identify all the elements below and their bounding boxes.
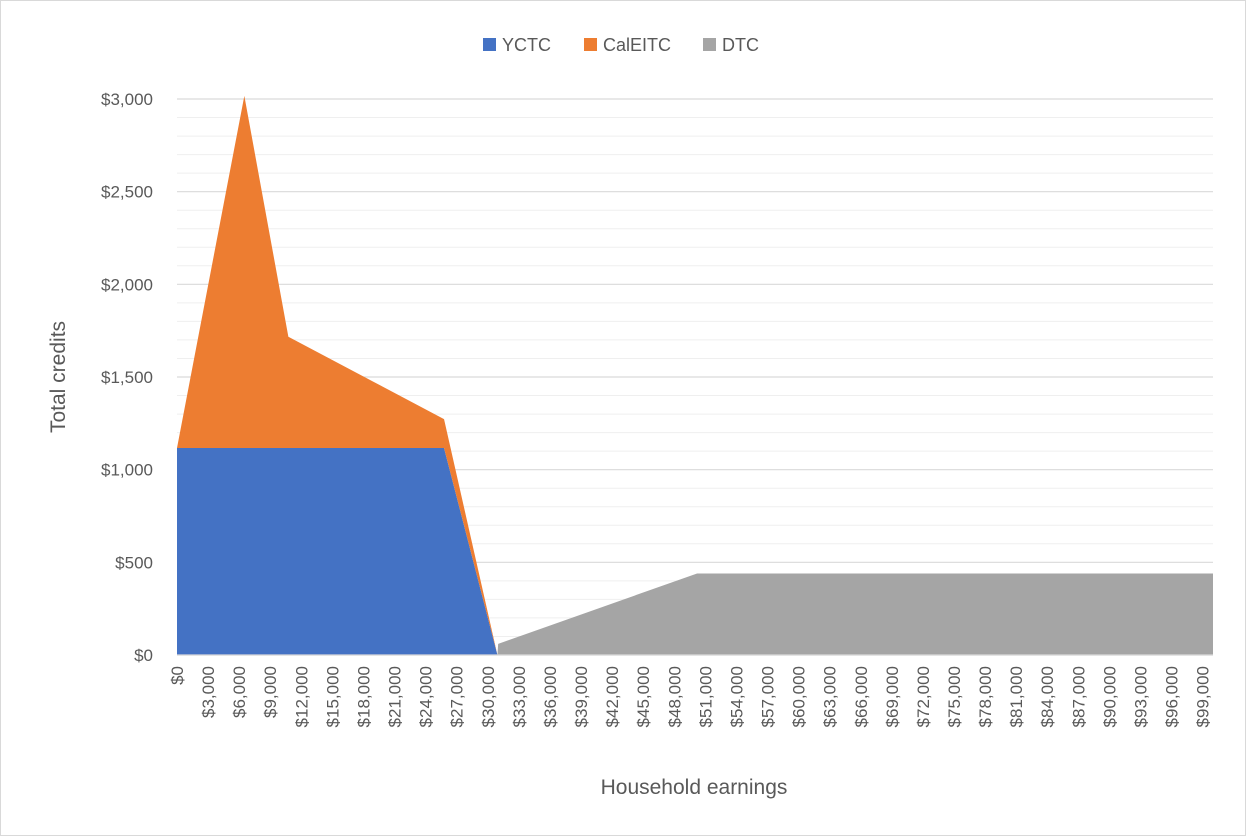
x-tick-label: $96,000 (1163, 666, 1182, 727)
x-tick-label: $60,000 (790, 666, 809, 727)
x-tick-label: $18,000 (354, 666, 373, 727)
area-series (177, 95, 1213, 656)
x-tick-label: $72,000 (914, 666, 933, 727)
legend-swatch-yctc (483, 38, 496, 51)
y-axis-title: Total credits (47, 321, 70, 433)
y-tick-label: $500 (115, 553, 153, 572)
x-tick-label: $9,000 (261, 666, 280, 718)
legend-swatch-caleitc (584, 38, 597, 51)
x-tick-label: $78,000 (976, 666, 995, 727)
legend-label-yctc: YCTC (502, 35, 551, 55)
area-dtc (177, 95, 1213, 656)
y-tick-label: $2,000 (101, 275, 153, 294)
x-tick-label: $51,000 (696, 666, 715, 727)
x-tick-label: $33,000 (510, 666, 529, 727)
legend: YCTC CalEITC DTC (483, 35, 759, 55)
x-tick-label: $84,000 (1038, 666, 1057, 727)
x-tick-label: $15,000 (323, 666, 342, 727)
x-tick-label: $81,000 (1007, 666, 1026, 727)
x-tick-label: $6,000 (230, 666, 249, 718)
y-tick-label: $1,000 (101, 461, 153, 480)
x-tick-label: $36,000 (541, 666, 560, 727)
x-axis-title: Household earnings (601, 776, 788, 799)
x-tick-label: $39,000 (572, 666, 591, 727)
x-tick-label: $87,000 (1069, 666, 1088, 727)
legend-swatch-dtc (703, 38, 716, 51)
x-tick-label: $99,000 (1194, 666, 1213, 727)
y-axis: $0 $500 $1,000 $1,500 $2,000 $2,500 $3,000 (101, 90, 153, 665)
x-tick-label: $48,000 (665, 666, 684, 727)
y-tick-label: $2,500 (101, 183, 153, 202)
y-tick-label: $0 (134, 646, 153, 665)
y-tick-label: $1,500 (101, 368, 153, 387)
x-tick-label: $30,000 (479, 666, 498, 727)
x-axis: $0 $3,000 $6,000 $9,000 $12,000 $15,000 $18,00… (168, 654, 1213, 727)
x-tick-label: $24,000 (417, 666, 436, 727)
x-tick-label: $54,000 (727, 666, 746, 727)
x-tick-label: $21,000 (386, 666, 405, 727)
x-tick-label: $69,000 (883, 666, 902, 727)
x-tick-label: $57,000 (759, 666, 778, 727)
x-tick-label: $63,000 (821, 666, 840, 727)
x-tick-label: $3,000 (199, 666, 218, 718)
x-tick-label: $75,000 (945, 666, 964, 727)
x-tick-label: $66,000 (852, 666, 871, 727)
y-tick-label: $3,000 (101, 90, 153, 109)
x-tick-label: $0 (168, 666, 187, 685)
x-tick-label: $42,000 (603, 666, 622, 727)
x-tick-label: $27,000 (448, 666, 467, 727)
legend-label-caleitc: CalEITC (603, 35, 671, 55)
legend-label-dtc: DTC (722, 35, 759, 55)
x-tick-label: $90,000 (1100, 666, 1119, 727)
x-tick-label: $93,000 (1131, 666, 1150, 727)
x-tick-label: $45,000 (634, 666, 653, 727)
area-yctc (177, 447, 1213, 655)
x-tick-label: $12,000 (292, 666, 311, 727)
